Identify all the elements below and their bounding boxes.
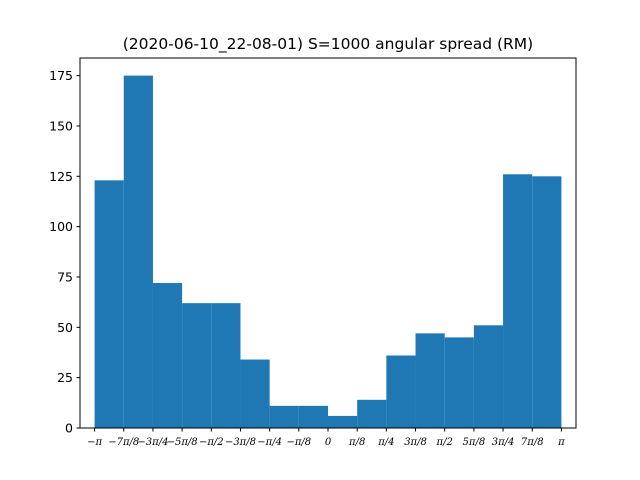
x-tick-label: 3π/4	[492, 437, 515, 448]
x-tick-label: −π/4	[257, 437, 282, 448]
histogram-bar	[473, 325, 504, 428]
histogram-bar	[240, 359, 270, 428]
histogram-bar	[503, 174, 533, 428]
x-tick-label: 0	[325, 437, 332, 448]
x-tick-label: −π	[87, 437, 102, 448]
x-tick-label: −7π/8	[108, 437, 139, 448]
x-tick-label: 7π/8	[521, 437, 544, 448]
histogram-bar	[444, 337, 474, 428]
x-axis: −π −7π/8−3π/4−5π/8 −π/2 −3π/8 −π/4 −π/8 0 π/8 π/…	[87, 428, 565, 448]
y-axis: 0 25 50 75 100 125 150 175	[49, 68, 80, 436]
histogram-bar	[357, 399, 387, 428]
histogram-bar	[532, 176, 562, 428]
y-tick-label: 100	[49, 219, 73, 234]
y-tick-label: 50	[57, 320, 73, 335]
x-tick-label: π/2	[436, 437, 453, 448]
histogram-bar	[386, 355, 416, 428]
histogram-bar	[182, 303, 212, 428]
x-tick-label: −3π/4	[137, 437, 168, 448]
x-tick-label: −3π/8	[225, 437, 256, 448]
histogram-bar	[211, 303, 241, 428]
histogram-bar	[298, 405, 328, 428]
x-tick-label: −π/2	[199, 437, 224, 448]
x-tick-label: −π/8	[286, 437, 311, 448]
chart-title: (2020-06-10_22-08-01) S=1000 angular spr…	[123, 35, 533, 54]
x-tick-label: π/8	[348, 437, 365, 448]
histogram-bar	[415, 333, 445, 428]
x-tick-label: 5π/8	[463, 437, 486, 448]
y-tick-label: 0	[65, 421, 73, 436]
x-tick-label: π/4	[377, 437, 394, 448]
histogram-bar	[94, 180, 124, 428]
histogram-bar	[123, 75, 153, 428]
y-tick-label: 75	[57, 269, 73, 284]
x-tick-label: 3π/8	[404, 437, 427, 448]
x-tick-label: π	[557, 437, 565, 448]
histogram-bar	[269, 405, 299, 428]
bars-group	[94, 75, 562, 428]
y-tick-label: 125	[49, 169, 73, 184]
y-tick-label: 175	[49, 68, 73, 83]
x-tick-label: −5π/8	[167, 437, 198, 448]
histogram-bar	[152, 283, 183, 428]
y-tick-label: 150	[49, 118, 73, 133]
y-tick-label: 25	[57, 370, 73, 385]
histogram-bar	[328, 415, 358, 428]
